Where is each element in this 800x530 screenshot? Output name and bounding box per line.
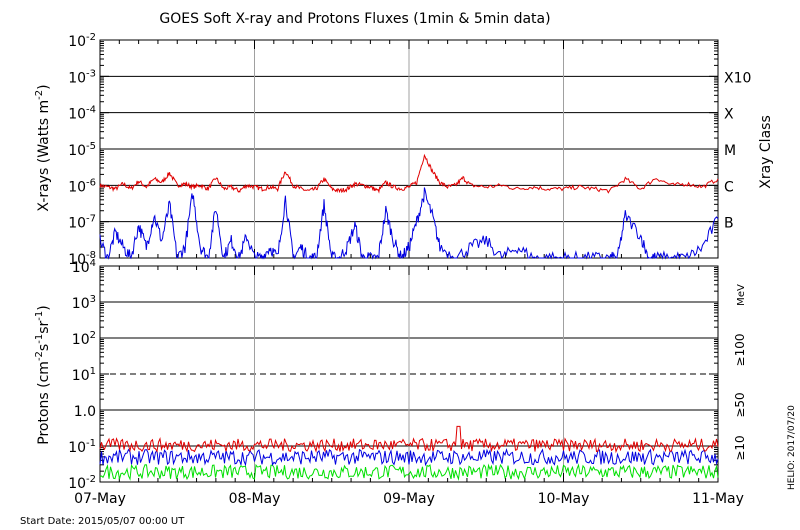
y-tick-label: 104 bbox=[72, 258, 96, 276]
start-date-label: Start Date: 2015/05/07 00:00 UT bbox=[20, 516, 185, 527]
y-tick-label: 10-6 bbox=[68, 177, 96, 195]
y-tick-label: 10-5 bbox=[68, 141, 96, 159]
x-day-label: 08-May bbox=[229, 491, 281, 507]
x-axis-labels: 07-May 08-May 09-May 10-May 11-May bbox=[74, 491, 744, 507]
plot-frame bbox=[99, 39, 719, 259]
x-day-label: 07-May bbox=[74, 491, 126, 507]
proton-legend-label: ≥10 bbox=[733, 435, 747, 460]
y-tick-label: 101 bbox=[72, 366, 96, 384]
plot-frame bbox=[99, 265, 719, 483]
proton-panel: 10-2 10-1 1.0 101 102 103 104 Protons (cm-2s-1s… bbox=[34, 258, 747, 492]
proton-series bbox=[99, 463, 719, 481]
y-tick-label: 10-3 bbox=[68, 68, 96, 86]
credit-label: HELIO: 2017/07/20 bbox=[787, 405, 797, 490]
xray-class-label: B bbox=[724, 216, 734, 232]
xray-class-label: X10 bbox=[724, 70, 751, 86]
y-tick-label: 102 bbox=[72, 330, 96, 348]
y-tick-label: 103 bbox=[72, 294, 96, 312]
proton-y-label: Protons (cm-2s-1sr-1) bbox=[34, 305, 52, 444]
chart-title: GOES Soft X-ray and Protons Fluxes (1min… bbox=[159, 11, 550, 27]
x-day-label: 09-May bbox=[383, 491, 435, 507]
xray-panel: 10-8 10-7 10-6 10-5 10-4 10-3 10-2 X10 X M C B Xray … bbox=[34, 32, 774, 268]
xray-long-series bbox=[99, 153, 719, 194]
proton-legend-label: ≥50 bbox=[733, 392, 747, 417]
proton-series bbox=[99, 425, 719, 454]
xray-short-series bbox=[99, 187, 719, 260]
proton-legend-label: ≥100 bbox=[733, 334, 747, 367]
x-day-label: 11-May bbox=[692, 491, 744, 507]
y-tick-label: 10-7 bbox=[68, 214, 96, 232]
y-tick-label: 10-2 bbox=[68, 32, 96, 50]
energy-unit-label: MeV bbox=[736, 284, 747, 306]
xray-class-label: M bbox=[724, 143, 736, 159]
xray-y-label: X-rays (Watts m-2) bbox=[34, 84, 52, 211]
xray-class-label: C bbox=[724, 179, 734, 195]
xray-class-label: X bbox=[724, 107, 734, 123]
xray-class-axis-label: Xray Class bbox=[758, 115, 774, 189]
y-tick-label: 10-4 bbox=[68, 105, 96, 123]
y-tick-label: 1.0 bbox=[74, 404, 96, 420]
y-tick-label: 10-8 bbox=[68, 250, 96, 268]
proton-series bbox=[99, 447, 719, 467]
x-day-label: 10-May bbox=[538, 491, 590, 507]
y-tick-label: 10-1 bbox=[68, 438, 96, 456]
y-tick-label: 10-2 bbox=[68, 474, 96, 492]
